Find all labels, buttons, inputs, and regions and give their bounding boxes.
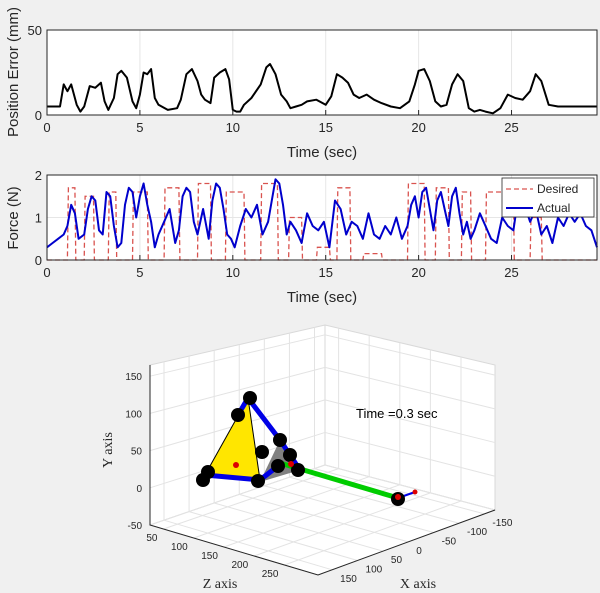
3d-x-tick-label: 50 [391,555,403,566]
joint [243,391,257,405]
x-tick-label: 5 [136,265,143,280]
legend-actual-label: Actual [537,201,570,215]
3d-grid-line [188,511,358,561]
x-tick-label: 25 [504,265,518,280]
3d-grid-line [239,493,409,543]
3d-x-tick-label: -100 [467,527,487,538]
force-plot: 0 5 10 15 20 25 0 1 2 Time (sec) Force (N) Desi… [5,168,598,306]
3d-grid-line [149,366,326,414]
joints [196,391,405,506]
3d-grid-line [324,431,496,477]
3d-z-tick-label: 200 [231,560,248,571]
3d-grid-line [163,519,333,571]
3d-grid-line [324,334,496,376]
3d-x-tick-label: 150 [340,574,357,585]
end-effector-marker [395,494,401,500]
joint [255,445,269,459]
x-tick-label: 15 [318,120,332,135]
force-actual-line [46,178,598,249]
3d-grid-line [289,476,460,524]
x-tick-label: 5 [136,120,143,135]
joint [196,473,210,487]
robot-3d-plot: -50 0 50 100 150 50 100 150 200 250 150 100 50 0 -50 -1… [101,324,513,592]
target-marker [412,489,418,495]
3d-x-tick-label: -150 [492,518,512,529]
x-tick-label: 0 [43,120,50,135]
position-error-line [47,63,597,115]
platform-center-marker [233,462,239,468]
3d-x-tick-label: 100 [366,564,383,575]
joint [273,433,287,447]
3d-y-tick-label: -50 [128,521,143,532]
3d-x-tick-label: 0 [416,546,422,557]
y-tick-label: 50 [28,23,42,38]
force-legend: Desired Actual [501,177,595,218]
position-error-axes-box [46,29,598,116]
3d-tick-labels: -50 0 50 100 150 50 100 150 200 250 150 100 50 0 -50 -1… [125,372,513,585]
3d-z-axis-label: Z axis [203,577,238,592]
3d-y-axis-label: Y axis [101,432,116,468]
x-tick-label: 15 [318,265,332,280]
position-error-x-ticks: 0 5 10 15 20 25 [43,110,519,135]
x-tick-label: 20 [411,265,425,280]
3d-grid-line [324,399,496,444]
x-tick-label: 0 [43,265,50,280]
3d-grid-line [163,468,339,530]
3d-grid-line [223,484,400,548]
joint [251,474,265,488]
force-y-label: Force (N) [5,186,22,249]
3d-y-tick-label: 0 [136,484,142,495]
y-tick-label: 1 [35,211,42,226]
y-tick-label: 0 [35,253,42,268]
3d-grid-line [149,334,326,377]
force-x-label: Time (sec) [287,289,357,306]
force-x-ticks: 0 5 10 15 20 25 [43,255,519,280]
platform-center-marker [288,461,294,467]
3d-y-tick-label: 50 [131,447,143,458]
3d-x-tick-label: -50 [442,537,457,548]
3d-grid-line [324,366,496,410]
3d-x-axis-label: X axis [400,577,436,592]
3d-z-tick-label: 250 [262,569,279,580]
force-y-ticks: 0 1 2 [35,168,42,268]
3d-y-tick-label: 150 [125,372,142,383]
x-tick-label: 10 [226,265,240,280]
force-axes-box [46,174,598,261]
x-tick-label: 25 [504,120,518,135]
3d-grid-line [214,502,384,552]
legend-box [501,177,595,218]
robot-model [196,391,418,506]
position-error-x-label: Time (sec) [287,144,357,161]
x-tick-label: 10 [226,120,240,135]
x-tick-label: 20 [411,120,425,135]
3d-z-tick-label: 50 [146,533,158,544]
position-error-y-label: Position Error (mm) [5,7,22,137]
joint [271,459,285,473]
3d-axis-edges [149,365,496,576]
3d-grid-line [264,485,434,534]
legend-desired-label: Desired [537,182,578,196]
3d-z-tick-label: 100 [171,542,188,553]
3d-y-tick-label: 100 [125,409,142,420]
time-annotation: Time =0.3 sec [356,406,438,421]
y-tick-label: 0 [35,108,42,123]
joint [283,448,297,462]
position-error-y-ticks: 0 50 [28,23,42,123]
joint [291,463,305,477]
3d-z-tick-label: 150 [201,551,218,562]
3d-grid-line [284,500,462,566]
3d-grid-line [193,476,370,539]
joint [231,408,245,422]
3d-grid-line [324,464,496,511]
position-error-plot: 0 5 10 15 20 25 0 50 Time (sec) Position Error… [5,7,598,161]
3d-grid-line [314,468,485,515]
y-tick-label: 2 [35,168,42,183]
